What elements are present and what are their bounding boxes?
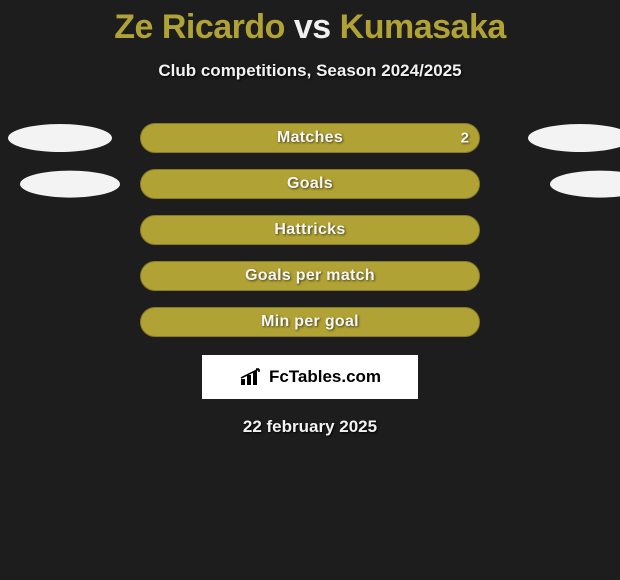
stat-bar: Goals xyxy=(140,169,480,199)
comparison-subtitle: Club competitions, Season 2024/2025 xyxy=(0,61,620,81)
stat-label: Goals per match xyxy=(245,267,375,285)
comparison-title: Ze Ricardo vs Kumasaka xyxy=(0,0,620,47)
player1-name: Ze Ricardo xyxy=(114,8,285,46)
snapshot-date: 22 february 2025 xyxy=(0,417,620,437)
bar-chart-icon xyxy=(239,367,263,387)
stats-container: Matches 2 Goals Hattricks Goals per match Min… xyxy=(0,123,620,337)
player2-ellipse xyxy=(550,171,620,198)
stat-label: Goals xyxy=(287,175,333,193)
stat-row: Goals xyxy=(0,169,620,199)
stat-row: Matches 2 xyxy=(0,123,620,153)
stat-row: Min per goal xyxy=(0,307,620,337)
stat-label: Matches xyxy=(277,129,343,147)
stat-bar: Goals per match xyxy=(140,261,480,291)
branding-badge: FcTables.com xyxy=(202,355,418,399)
stat-value-player2: 2 xyxy=(461,130,469,147)
stat-label: Min per goal xyxy=(261,313,359,331)
stat-label: Hattricks xyxy=(274,221,345,239)
player1-ellipse xyxy=(20,171,120,198)
stat-bar: Min per goal xyxy=(140,307,480,337)
stat-row: Hattricks xyxy=(0,215,620,245)
player2-name: Kumasaka xyxy=(340,8,506,46)
player1-ellipse xyxy=(8,124,112,152)
stat-bar: Hattricks xyxy=(140,215,480,245)
stat-row: Goals per match xyxy=(0,261,620,291)
vs-text: vs xyxy=(294,8,331,46)
stat-bar: Matches 2 xyxy=(140,123,480,153)
player2-ellipse xyxy=(528,124,620,152)
branding-text: FcTables.com xyxy=(269,367,381,387)
